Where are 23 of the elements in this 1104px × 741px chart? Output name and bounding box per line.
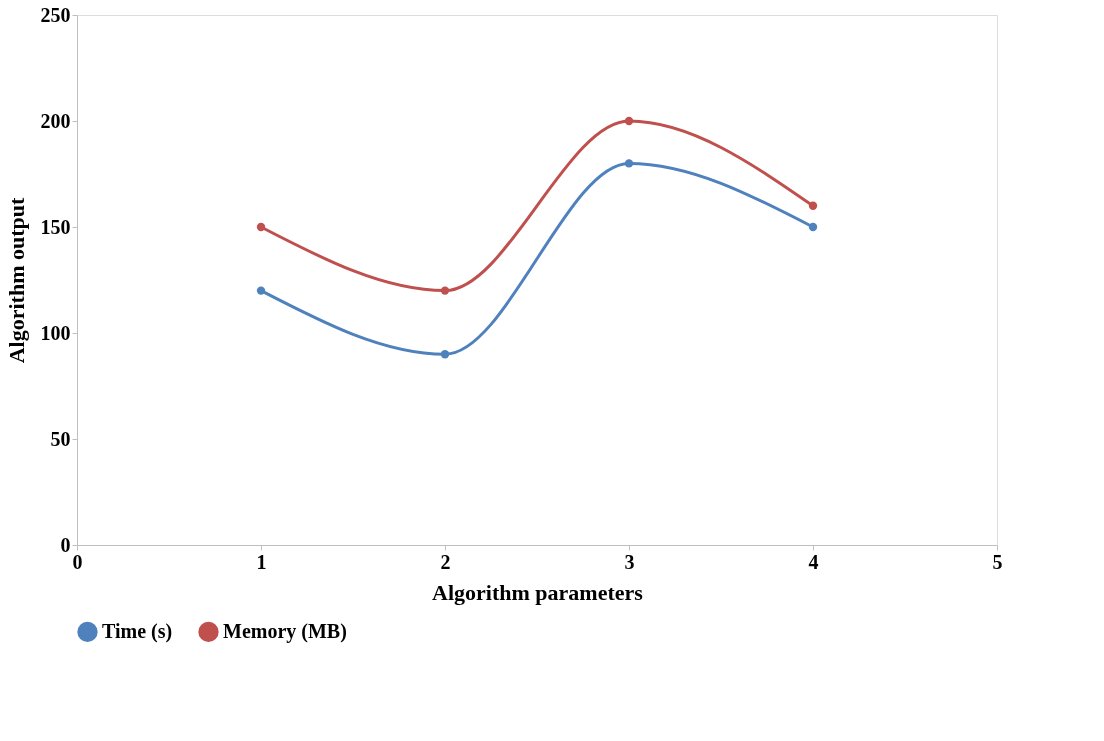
point [808, 201, 818, 210]
x-tick-label: 2 [440, 550, 451, 573]
x-tick-label: 3 [624, 550, 635, 573]
point [440, 350, 450, 359]
y-tick-label: 150 [40, 215, 71, 238]
x-tick-label: 1 [256, 550, 267, 573]
y-tick-label: 0 [60, 533, 71, 556]
y-tick-label: 250 [40, 3, 71, 26]
point [440, 286, 450, 295]
y-tick-label: 200 [40, 109, 71, 132]
y-tick-label: 100 [40, 321, 71, 344]
point [624, 159, 634, 168]
x-tick-label: 4 [808, 550, 819, 573]
y-tick-label: 50 [50, 427, 71, 450]
y-axis-title: Algorithm output [3, 197, 29, 364]
legend-label: Time (s) [102, 619, 173, 643]
x-axis-title: Algorithm parameters [432, 579, 644, 605]
point [256, 286, 266, 295]
point [624, 116, 634, 126]
point [256, 222, 266, 232]
x-tick-label: 5 [992, 550, 1003, 573]
legend-label: Memory (MB) [223, 619, 347, 643]
point [808, 222, 818, 232]
